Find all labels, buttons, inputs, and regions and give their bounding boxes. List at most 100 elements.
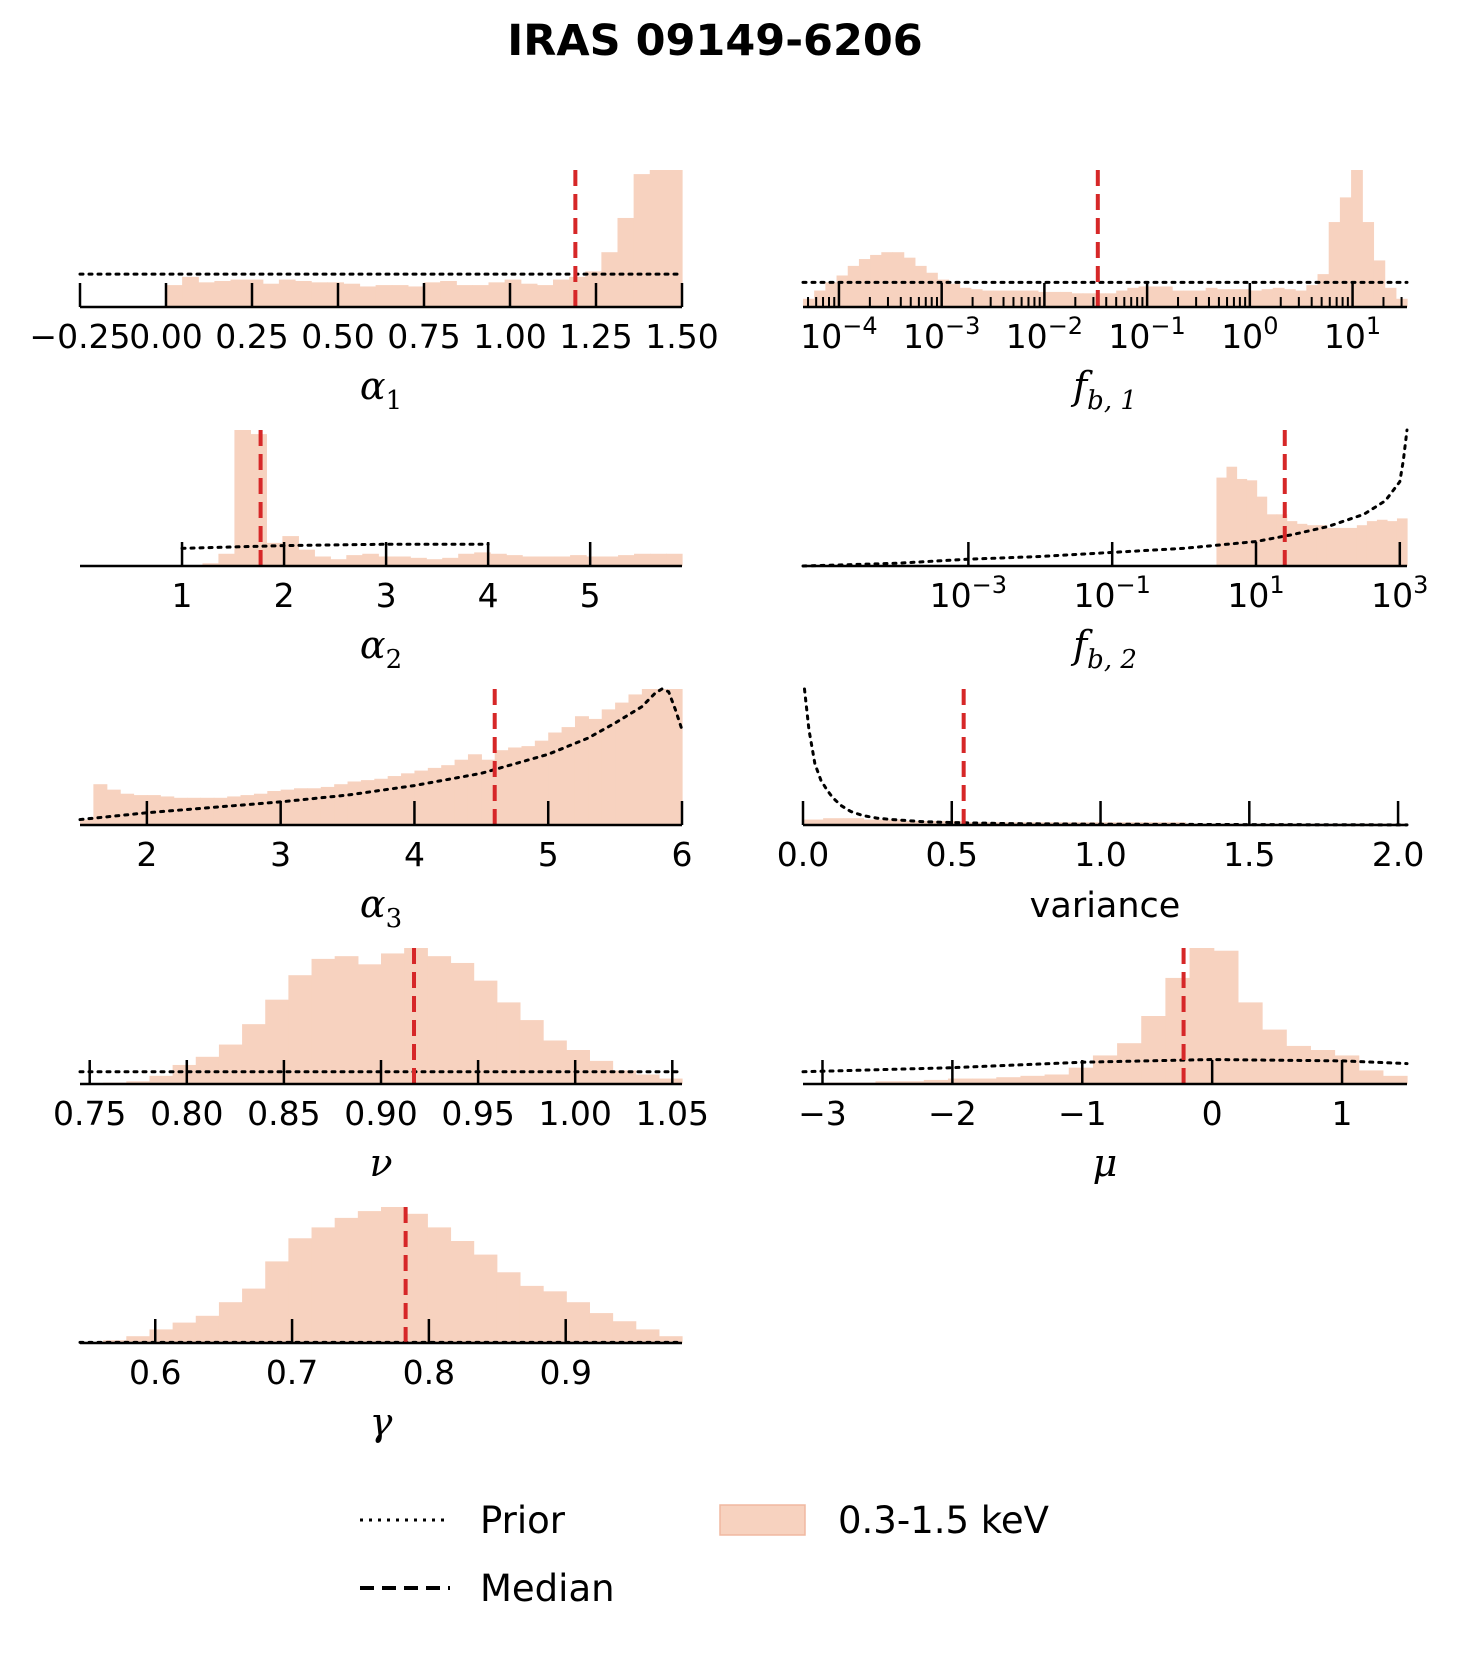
hist-bar xyxy=(442,557,459,566)
hist-bar xyxy=(993,290,1005,307)
tick-exponent: −3 xyxy=(972,571,1007,599)
hist-bar xyxy=(280,789,295,825)
tick-label: 4 xyxy=(404,835,425,874)
hist-bar xyxy=(1205,287,1218,307)
hist-bar xyxy=(586,556,603,566)
hist-bar xyxy=(160,796,175,825)
hist-bar xyxy=(1339,197,1352,307)
hist-bar xyxy=(298,549,315,566)
hist-bar xyxy=(601,252,619,307)
tick-label: 6 xyxy=(672,835,693,874)
tick-exponent: 1 xyxy=(1269,571,1284,599)
hist-bar xyxy=(601,709,616,825)
tick-label: −1 xyxy=(1058,1094,1107,1133)
hist-bar xyxy=(213,797,228,825)
histogram-mu xyxy=(827,948,1408,1084)
hist-bar xyxy=(1149,286,1162,307)
legend-median-label: Median xyxy=(480,1567,615,1610)
hist-bar xyxy=(381,953,405,1084)
hist-bar xyxy=(424,282,441,307)
hist-bar xyxy=(427,956,452,1084)
hist-bar xyxy=(1351,170,1363,307)
hist-bar xyxy=(381,1207,405,1343)
hist-bar xyxy=(521,746,536,825)
hist-bar xyxy=(553,279,570,307)
tick-exponent: −4 xyxy=(842,312,877,340)
tick-label: 0.75 xyxy=(387,317,460,356)
hist-bar xyxy=(1358,1070,1384,1084)
hist-bar xyxy=(1310,1050,1336,1084)
hist-bar xyxy=(1286,1045,1311,1084)
hist-bar xyxy=(825,282,838,307)
hist-bar xyxy=(506,555,523,566)
hist-bar xyxy=(187,797,201,825)
hist-bar xyxy=(327,282,344,307)
hist-bar xyxy=(863,819,885,825)
prior-line-alpha3 xyxy=(78,687,684,822)
axis-label-subscript: b, 1 xyxy=(1087,386,1137,416)
tick-label: 10−2 xyxy=(1006,312,1083,356)
hist-bar xyxy=(1082,293,1095,307)
hist-bar xyxy=(357,1211,382,1343)
panel-nu: 0.75 0.80 0.85 0.90 0.95 1.00 1.05 ν xyxy=(53,948,709,1185)
hist-bar xyxy=(347,781,362,825)
hist-bar xyxy=(246,279,264,307)
hist-bar xyxy=(618,555,635,566)
tick-label: 0.95 xyxy=(441,1094,514,1133)
tick-label: 2.0 xyxy=(1372,835,1424,874)
tick-label: 0.00 xyxy=(129,317,202,356)
hist-bar xyxy=(401,773,416,825)
hist-bar xyxy=(1362,222,1375,307)
hist-bar xyxy=(668,689,683,825)
axis-label-alpha2: α2 xyxy=(360,623,402,675)
hist-bar xyxy=(981,290,994,307)
prior-line-variance xyxy=(802,687,1409,827)
hist-bar xyxy=(375,285,393,307)
tick-label: 10−1 xyxy=(1073,571,1150,615)
hist-bar xyxy=(120,793,135,825)
hist-bar xyxy=(494,750,509,825)
hist-bar xyxy=(574,716,589,825)
tick-label: −2 xyxy=(928,1094,977,1133)
hist-bar xyxy=(311,282,328,307)
hist-bar xyxy=(182,276,199,307)
hist-bar xyxy=(1226,466,1238,566)
axis-label-variance: variance xyxy=(1030,886,1181,926)
hist-bar xyxy=(1272,287,1285,307)
hist-bar xyxy=(1316,525,1328,566)
hist-bar xyxy=(1237,1002,1263,1084)
tick-label: 1.0 xyxy=(1074,835,1126,874)
panel-alpha1: −0.250.00 0.25 0.50 0.75 1.00 1.25 1.50 α1 xyxy=(29,170,719,416)
panel-alpha3: 2 3 4 5 6α3 xyxy=(78,687,693,934)
hist-bar xyxy=(467,754,482,825)
hist-bar xyxy=(454,759,469,825)
tick-label: 100 xyxy=(1221,312,1278,356)
panel-alpha2: 1 2 3 4 5 α2 xyxy=(80,430,683,675)
hist-bar xyxy=(496,1272,521,1343)
hist-bar xyxy=(1295,290,1307,307)
hist-bar xyxy=(612,1321,637,1343)
hist-bar xyxy=(561,727,576,825)
tick-label: 4 xyxy=(478,576,499,615)
hist-bar xyxy=(253,793,268,825)
hist-bar xyxy=(554,556,571,566)
tick-label: 1 xyxy=(172,576,193,615)
hist-bar xyxy=(875,1081,901,1084)
hist-bar xyxy=(1336,527,1348,566)
axis-label-fb2: fb, 2 xyxy=(1070,623,1137,675)
hist-bar xyxy=(635,1074,660,1084)
tick-label: 0.9 xyxy=(539,1353,591,1392)
hist-bar xyxy=(426,559,443,566)
panel-variance: 0.0 0.5 1.0 1.5 2.0 variance xyxy=(777,687,1424,926)
hist-bar xyxy=(566,1302,590,1343)
hist-bar xyxy=(240,795,255,825)
hist-bar xyxy=(195,1315,220,1343)
tick-exponent: 3 xyxy=(1413,571,1428,599)
axis-label-subscript: b, 2 xyxy=(1087,645,1137,675)
tick-label: 2 xyxy=(274,576,295,615)
hist-bar xyxy=(947,1078,973,1084)
hist-bar xyxy=(474,552,491,566)
hist-bar xyxy=(655,689,670,825)
hist-bar xyxy=(441,765,456,825)
